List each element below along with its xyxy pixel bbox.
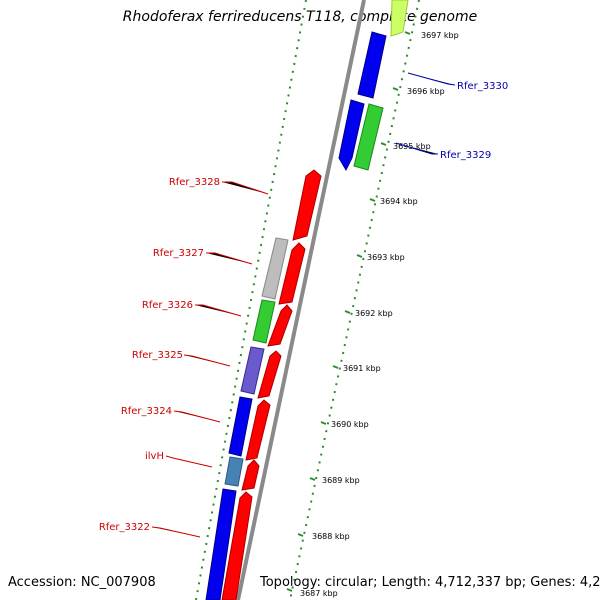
leader-rfer-3329: [395, 142, 438, 155]
tick-track-left: [195, 0, 307, 600]
gene-rfer-3325-purple[interactable]: [240, 346, 265, 395]
gene-rfer-3331[interactable]: [338, 99, 365, 172]
gene-label-rfer-3322[interactable]: Rfer_3322: [99, 522, 150, 533]
gene-label-rfer-3328[interactable]: Rfer_3328: [169, 177, 220, 188]
scale-ticks: [286, 31, 411, 592]
gene-label-rfer-3327[interactable]: Rfer_3327: [153, 248, 204, 259]
gene-red-7[interactable]: [221, 491, 253, 600]
topology-label: Topology: circular; Length: 4,712,337 bp…: [260, 575, 600, 590]
gene-red-5[interactable]: [245, 399, 271, 461]
reverse-strand-genes: [205, 169, 322, 600]
scale-label-3695: 3695 kbp: [393, 142, 431, 151]
tick-track-right: [289, 0, 420, 600]
gene-label-rfer-3325[interactable]: Rfer_3325: [132, 350, 183, 361]
leader-rfer-3330: [407, 72, 456, 86]
gene-red-2[interactable]: [278, 242, 306, 305]
gene-rfer-3329[interactable]: [353, 103, 384, 171]
scale-label-3697: 3697 kbp: [421, 31, 459, 40]
gene-rfer-3322-blue[interactable]: [205, 488, 237, 600]
scale-label-3691: 3691 kbp: [343, 364, 381, 373]
scale-label-3688: 3688 kbp: [312, 532, 350, 541]
scale-label-3689: 3689 kbp: [322, 476, 360, 485]
gene-rfer-3330-lime[interactable]: [390, 0, 409, 37]
scale-label-3696: 3696 kbp: [407, 87, 445, 96]
leader-rfer-3327: [206, 252, 253, 265]
gene-red-1[interactable]: [292, 169, 322, 241]
scale-label-3694: 3694 kbp: [380, 197, 418, 206]
accession-label: Accession: NC_007908: [8, 575, 156, 590]
gene-label-ilvh[interactable]: ilvH: [145, 451, 164, 462]
gene-rfer-3324-blue[interactable]: [228, 396, 253, 457]
leader-rfer-3326: [195, 304, 242, 317]
scale-label-3690: 3690 kbp: [331, 420, 369, 429]
scale-label-3687: 3687 kbp: [300, 589, 338, 598]
gene-label-rfer-3329[interactable]: Rfer_3329: [440, 150, 491, 161]
gene-red-3[interactable]: [267, 304, 293, 347]
gene-rfer-3330[interactable]: [357, 31, 387, 99]
forward-strand-genes: [338, 0, 409, 172]
gene-rfer-3326-green[interactable]: [252, 299, 276, 344]
map-title: Rhodoferax ferrireducens T118, complete …: [122, 9, 478, 25]
gene-rfer-3327-gray[interactable]: [261, 237, 289, 300]
leader-ilvh: [165, 455, 213, 468]
gene-red-6[interactable]: [241, 459, 260, 491]
gene-ilvh-steelblue[interactable]: [224, 456, 244, 487]
leader-rfer-3324: [173, 410, 221, 423]
leader-rfer-3322: [151, 526, 201, 538]
gene-red-4[interactable]: [257, 350, 282, 399]
gene-label-rfer-3324[interactable]: Rfer_3324: [121, 406, 172, 417]
gene-label-rfer-3330[interactable]: Rfer_3330: [457, 81, 508, 92]
genome-backbone: [236, 0, 366, 600]
scale-label-3692: 3692 kbp: [355, 309, 393, 318]
leader-rfer-3325: [183, 354, 231, 367]
leader-rfer-3328: [222, 181, 269, 195]
scale-label-3693: 3693 kbp: [367, 253, 405, 262]
gene-label-rfer-3326[interactable]: Rfer_3326: [142, 300, 193, 311]
